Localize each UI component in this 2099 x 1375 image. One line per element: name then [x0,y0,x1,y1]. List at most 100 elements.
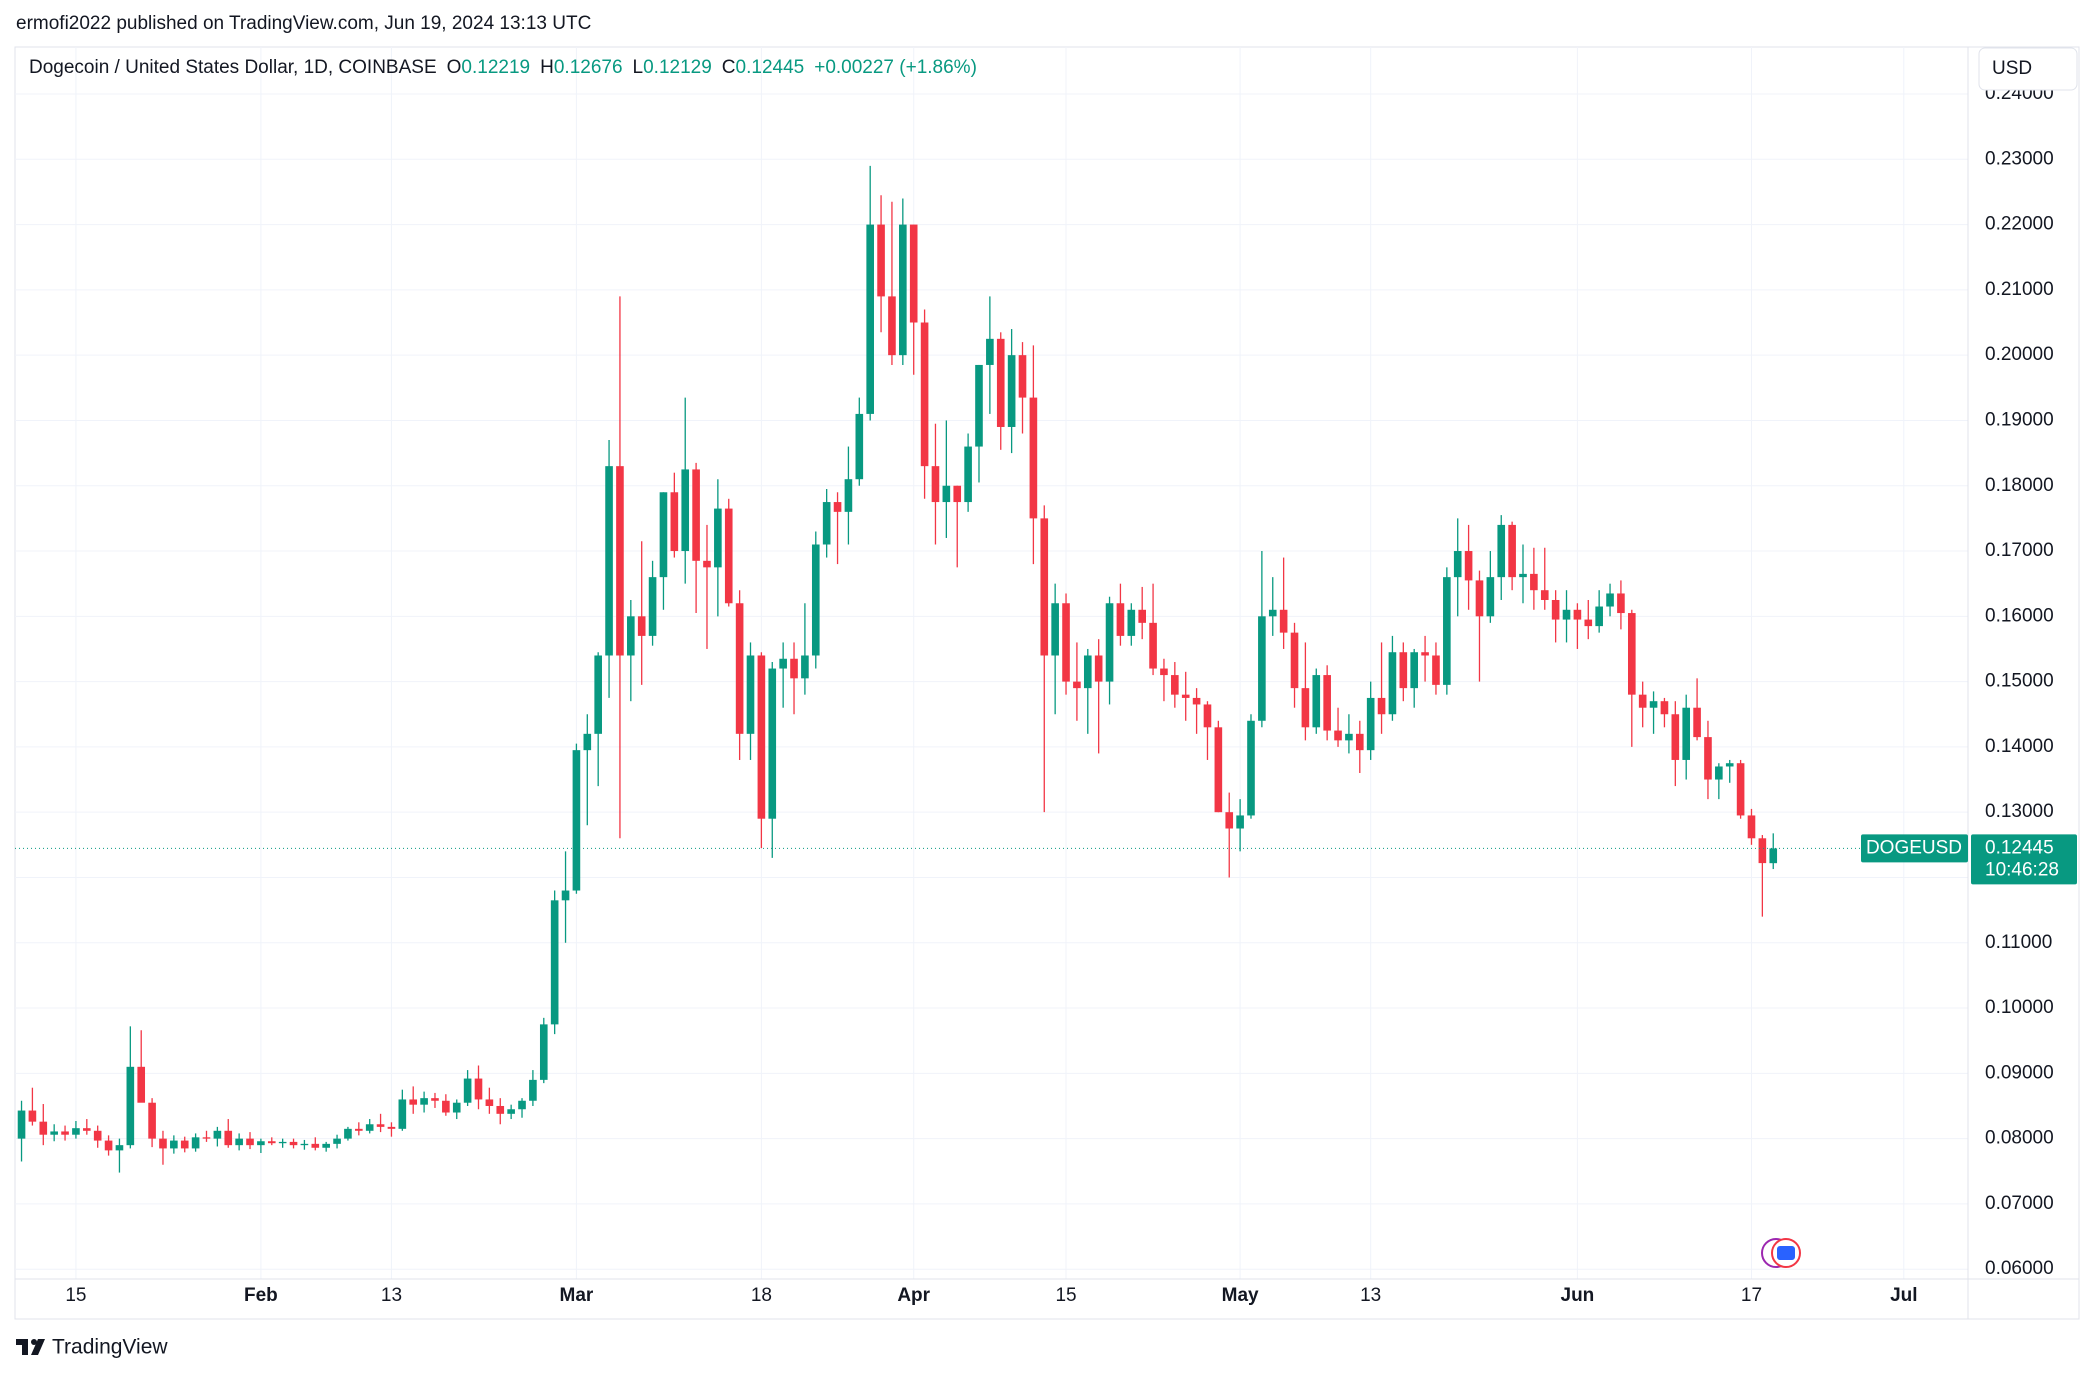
y-tick-label: 0.23000 [1985,148,2054,169]
candle-body [50,1131,58,1135]
candle-body [72,1128,80,1135]
candle-body [257,1141,265,1146]
candle-body [300,1143,309,1146]
y-tick-label: 0.21000 [1985,279,2054,300]
candle-body [1127,609,1136,636]
candle-body [888,296,896,356]
candle-body [1486,577,1495,617]
candle-body [1301,688,1310,728]
candle-body [1464,551,1473,581]
candle-body [1410,652,1419,689]
candle-body [1160,668,1168,676]
candle-body [180,1140,189,1149]
y-tick-label: 0.11000 [1985,932,2052,953]
symbol-tag-label: DOGEUSD [1866,837,1962,858]
candle-body [1334,730,1342,741]
legend-value: 0.12129 [643,57,712,78]
x-tick-label: 15 [1055,1285,1076,1306]
price-tag [1971,834,2077,885]
candle-body [289,1141,298,1146]
candle-body [757,655,766,819]
legend-value: 0.12445 [736,57,805,78]
candle-body [724,508,733,604]
candle-body [170,1140,178,1149]
candle-body [670,492,679,552]
candle-body [311,1143,320,1148]
candle-body [1530,573,1538,591]
candle-body [1747,815,1756,839]
candle-body [975,364,983,447]
candle-body [159,1138,167,1149]
candle-body [550,900,559,1025]
candle-body [637,616,646,636]
candle-body [1704,737,1712,780]
candle-body [278,1141,287,1144]
legend-label: O [447,57,462,78]
candle-body [1258,616,1266,721]
candle-body [1519,573,1527,578]
candle-body [703,560,711,568]
candle-body [1018,355,1027,398]
candle-body [409,1099,418,1105]
legend-change: +0.00227 (+1.86%) [814,57,977,78]
candle-body [953,485,962,503]
x-tick-label: 18 [751,1285,772,1306]
currency-button[interactable] [1978,47,2078,91]
candle-body [1279,609,1288,633]
candle-body [539,1024,548,1080]
candle-body [1062,603,1070,682]
candle-body [28,1110,37,1122]
candle-body [1312,675,1321,728]
y-tick-label: 0.09000 [1985,1062,2054,1083]
candle-body [616,466,624,656]
legend-value: 0.12219 [461,57,530,78]
x-tick-label: Jul [1890,1285,1917,1306]
candle-body [1138,609,1146,623]
candle-body [1562,609,1571,620]
footer-logo [16,1339,45,1355]
candle-body [463,1078,472,1103]
candle-body [1649,701,1658,708]
candle-body [61,1131,69,1135]
candle-body [39,1121,48,1135]
candle-body [333,1138,341,1144]
candle-body [1769,848,1778,864]
flag-icon [1777,1246,1795,1260]
candle-body [431,1098,439,1101]
x-tick-label: Mar [560,1285,594,1306]
event-icons [1761,1238,1801,1268]
candle-body [1715,766,1723,780]
logo-shape [31,1339,45,1355]
candle-body [496,1105,505,1114]
candle-body [213,1130,222,1139]
candle-body [1388,652,1397,715]
candle-body [1573,609,1582,620]
currency-label[interactable]: USD [1992,58,2032,79]
candle-body [1758,838,1767,864]
candle-body [376,1124,385,1127]
candle-body [17,1110,26,1139]
candle-body [1149,622,1157,669]
y-tick-label: 0.07000 [1985,1193,2054,1214]
candle-body [1453,551,1462,578]
y-tick-label: 0.17000 [1985,540,2054,561]
candle-body [1323,675,1331,731]
candle-body [518,1100,526,1110]
candle-body [1040,518,1049,656]
grid-layer [15,47,1968,1279]
y-tick-label: 0.20000 [1985,344,2054,365]
candle-body [148,1102,156,1139]
candle-body [1192,697,1201,705]
symbol-tag [1861,834,1968,863]
published-note: ermofi2022 published on TradingView.com,… [16,13,591,34]
candle-body [714,508,722,568]
candle-body [1551,599,1560,620]
candle-body [627,616,635,656]
candle-body [909,224,918,323]
legend-label: H [540,57,554,78]
candle-body [93,1130,102,1141]
candle-body [681,469,690,552]
legend: Dogecoin / United States Dollar, 1D, COI… [29,57,977,78]
